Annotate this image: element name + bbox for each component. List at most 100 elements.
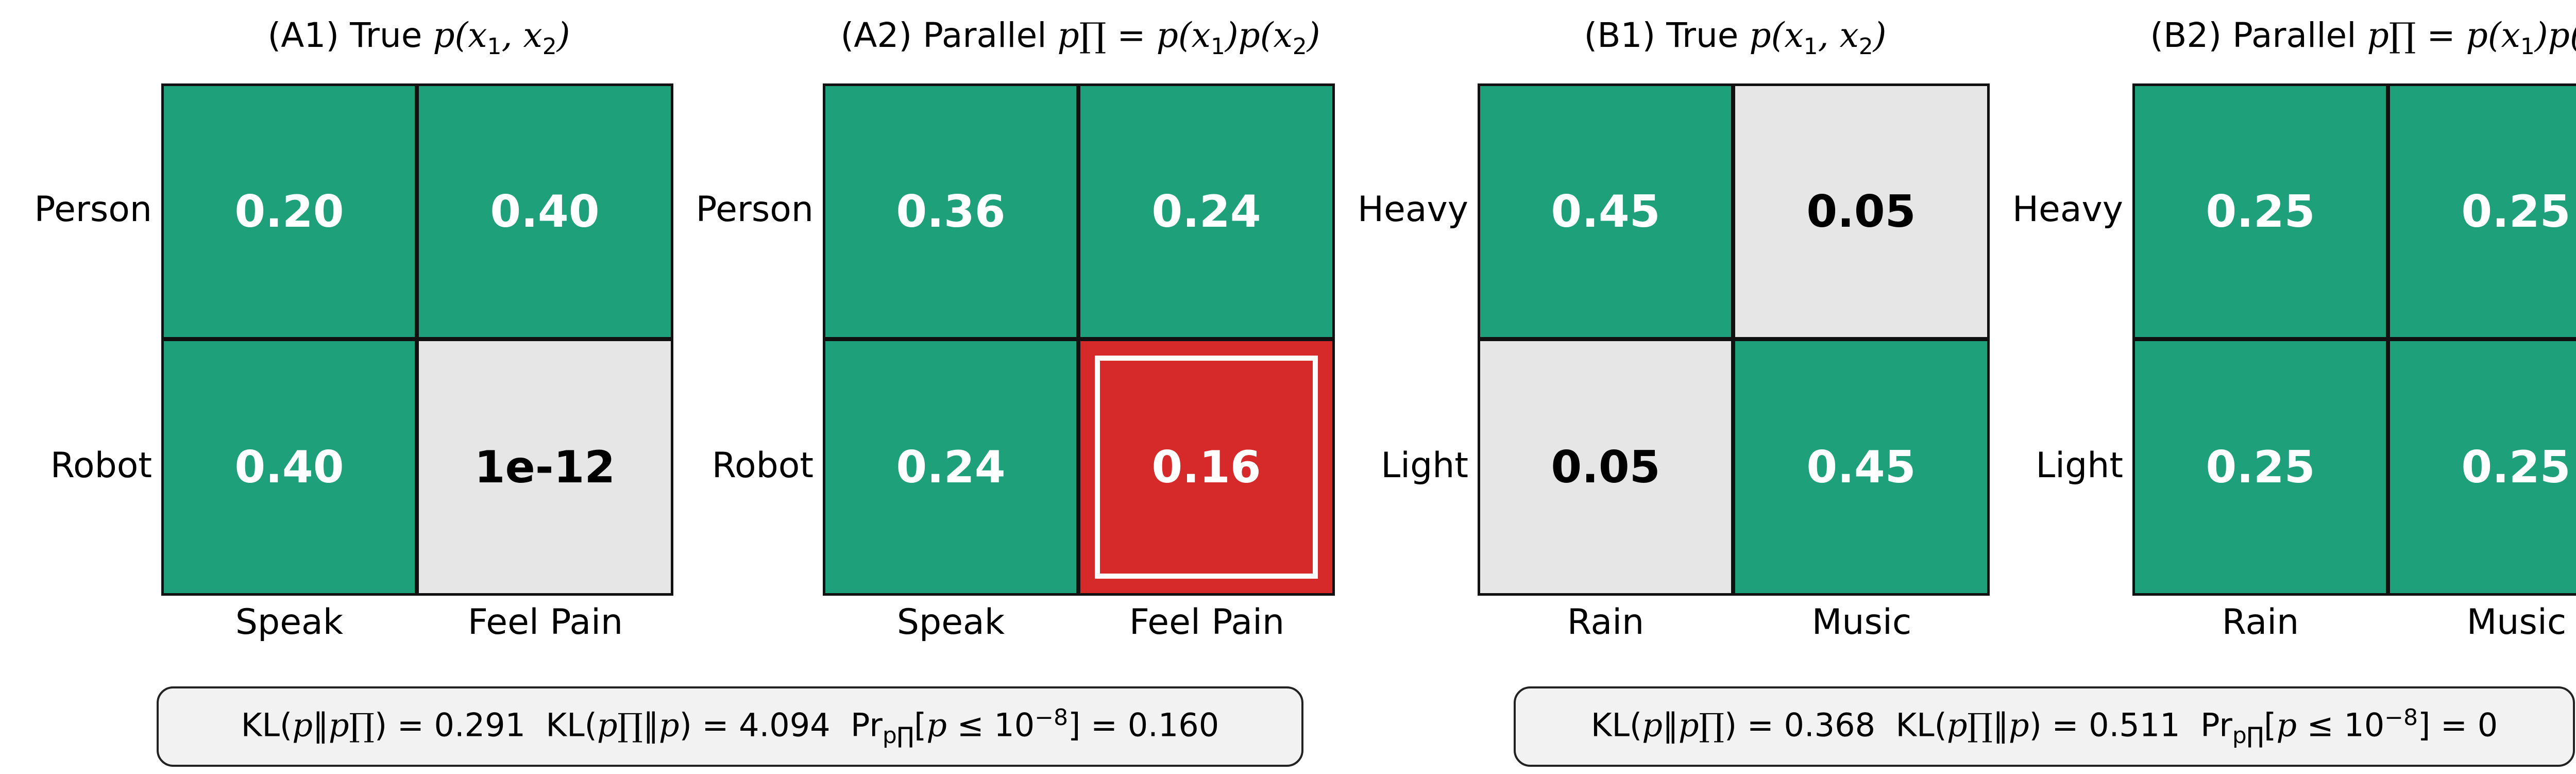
cell-value: 0.05 <box>1551 441 1660 493</box>
prob-condition: [ <box>914 706 927 744</box>
kl-forward-value: 0.368 <box>1784 706 1876 744</box>
kl-stats-text: KL(p‖p∏) = 0.368 KL(p∏‖p) = 0.511 Prp∏[p… <box>1591 704 2498 749</box>
prob-condition: ] = <box>2418 706 2478 744</box>
cell-value: 1e-12 <box>474 441 616 493</box>
kl-forward-label: ) = <box>1724 706 1784 744</box>
panel-title-formula: )p(x <box>1225 15 1293 55</box>
kl-reverse-label: KL( <box>1875 706 1947 744</box>
panel-title: (A2) Parallel p∏ = p(x1)p(x2) <box>840 15 1320 60</box>
row-label: Person <box>696 189 814 230</box>
panel-title-subscript: 1 <box>2520 33 2535 60</box>
kl-stats-box: KL(p‖p∏) = 0.291 KL(p∏‖p) = 4.094 Prp∏[p… <box>157 686 1303 767</box>
col-label: Speak <box>896 602 1005 643</box>
heatmap-cell: 0.40 <box>161 339 417 596</box>
cell-value: 0.40 <box>234 441 344 493</box>
panel-title-formula: ) <box>556 15 570 55</box>
kl-reverse-label: ‖ <box>1992 706 2009 744</box>
panel-title-formula: p(x <box>1749 15 1804 55</box>
heatmap-cell: 0.45 <box>1478 83 1734 340</box>
panel-title-formula: p∏ = p(x <box>1057 15 1211 55</box>
kl-forward-value: 0.291 <box>434 706 526 744</box>
kl-reverse-label: ‖ <box>642 706 659 744</box>
cell-value: 0.36 <box>896 186 1006 238</box>
heatmap-cell: 0.25 <box>2132 339 2388 596</box>
prob-condition: ≤ 10 <box>2297 706 2385 744</box>
panel-title-prefix: (B1) True <box>1584 15 1750 55</box>
col-label: Feel Pain <box>1129 602 1285 643</box>
panel-title-formula: ) <box>1307 15 1320 55</box>
kl-reverse-label: p∏ <box>597 706 643 744</box>
panel-title-prefix: (B2) Parallel <box>2150 15 2367 55</box>
kl-reverse-label: p∏ <box>1946 706 1993 744</box>
cell-value: 0.24 <box>896 441 1006 493</box>
kl-forward-label: p∏ <box>1678 706 1724 744</box>
heatmap-cell: 0.25 <box>2387 339 2576 596</box>
panel-title: (A1) True p(x1, x2) <box>268 15 570 60</box>
prob-value: 0.160 <box>1127 706 1219 744</box>
prob-condition: ≤ 10 <box>946 706 1035 744</box>
kl-reverse-label: p <box>658 706 680 744</box>
prob-condition: [ <box>2264 706 2277 744</box>
cell-value: 0.25 <box>2206 441 2315 493</box>
row-label: Light <box>1381 445 1468 486</box>
panel-title-subscript: 2 <box>542 33 557 60</box>
panel-title-subscript: 1 <box>487 33 502 60</box>
kl-forward-label: KL( <box>241 706 293 744</box>
col-label: Music <box>2466 602 2567 643</box>
panel-title-formula: p∏ = p(x <box>2367 15 2520 55</box>
cell-value: 0.25 <box>2461 186 2571 238</box>
panel-title-subscript: 1 <box>1210 33 1225 60</box>
row-label: Robot <box>711 445 814 486</box>
prob-condition: p <box>926 706 947 744</box>
heatmap-cell: 1e-12 <box>416 339 673 596</box>
kl-forward-label: ‖ <box>312 706 329 744</box>
cell-value: 0.16 <box>1151 441 1261 493</box>
heatmap-cell: 0.24 <box>823 339 1079 596</box>
row-label: Robot <box>50 445 152 486</box>
heatmap-cell: 0.40 <box>416 83 673 340</box>
col-label: Speak <box>235 602 344 643</box>
row-label: Person <box>34 189 152 230</box>
heatmap-cell: 0.16 <box>1078 339 1335 596</box>
heatmap-cell: 0.20 <box>161 83 417 340</box>
kl-reverse-value: 4.094 <box>739 706 831 744</box>
cell-value: 0.45 <box>1551 186 1660 238</box>
kl-forward-label: p∏ <box>328 706 375 744</box>
cell-value: 0.24 <box>1151 186 1261 238</box>
col-label: Music <box>1811 602 1912 643</box>
panel-title-formula: )p(x <box>2534 15 2576 55</box>
panel-title-formula: ) <box>1873 15 1887 55</box>
kl-reverse-label: p <box>2008 706 2029 744</box>
prob-subscript: p∏ <box>882 722 914 749</box>
prob-label: Pr <box>830 706 883 744</box>
col-label: Rain <box>1567 602 1645 643</box>
prob-exponent: −8 <box>2384 704 2418 731</box>
kl-forward-label: p <box>1642 706 1663 744</box>
kl-forward-label: ) = <box>374 706 434 744</box>
heatmap-cell: 0.45 <box>1733 339 1990 596</box>
cell-value: 0.40 <box>490 186 600 238</box>
prob-exponent: −8 <box>1035 704 1069 731</box>
heatmap-cell: 0.05 <box>1733 83 1990 340</box>
panel-title-subscript: 1 <box>1803 33 1818 60</box>
col-label: Rain <box>2222 602 2299 643</box>
col-label: Feel Pain <box>467 602 623 643</box>
heatmap-cell: 0.05 <box>1478 339 1734 596</box>
cell-value: 0.25 <box>2206 186 2315 238</box>
kl-forward-label: ‖ <box>1662 706 1679 744</box>
panel-title-subscript: 2 <box>1292 33 1307 60</box>
cell-value: 0.20 <box>234 186 344 238</box>
prob-condition: ] = <box>1068 706 1128 744</box>
heatmap-cell: 0.36 <box>823 83 1079 340</box>
panel-title-prefix: (A2) Parallel <box>840 15 1058 55</box>
heatmap-cell: 0.24 <box>1078 83 1335 340</box>
prob-subscript: p∏ <box>2232 722 2264 749</box>
kl-forward-label: p <box>292 706 313 744</box>
panel-title-formula: , x <box>501 15 543 55</box>
row-label: Heavy <box>1357 189 1468 230</box>
panel-title: (B2) Parallel p∏ = p(x1)p(x2) <box>2150 15 2576 60</box>
panel-title-formula: , x <box>1818 15 1859 55</box>
cell-value: 0.05 <box>1806 186 1916 238</box>
heatmap-cell: 0.25 <box>2132 83 2388 340</box>
